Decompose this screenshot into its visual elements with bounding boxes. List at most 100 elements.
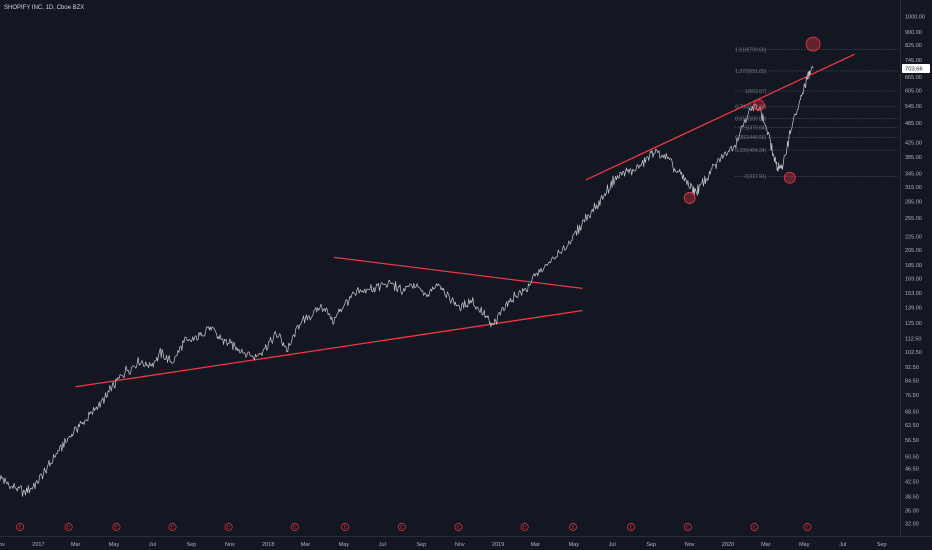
pivot-circle[interactable] [753, 99, 765, 112]
earnings-marker-label: E [806, 525, 809, 530]
time-axis-tick-label: May [109, 542, 120, 548]
pivot-markers[interactable] [683, 36, 821, 204]
price-axis-tick-label: 102.50 [905, 350, 922, 356]
time-axis-tick-label: 2018 [262, 542, 274, 548]
pivot-circle[interactable] [683, 192, 696, 204]
price-axis-tick-label: 425.00 [905, 141, 922, 147]
fib-level-label: 1.272(691.65) [735, 69, 766, 75]
earnings-marker-label: E [19, 525, 22, 530]
price-line [0, 66, 814, 497]
earnings-marker[interactable] [520, 523, 529, 531]
earnings-marker[interactable] [627, 523, 636, 531]
price-axis-tick-label: 485.00 [905, 121, 922, 127]
time-axis-tick-label: 2017 [32, 542, 44, 548]
time-axis-tick-label: May [799, 542, 810, 548]
time-axis-tick-label: Sep [877, 542, 887, 548]
price-axis-tick-label: 38.50 [905, 494, 919, 500]
price-axis-tick-label: 825.00 [905, 43, 922, 49]
price-axis-tick-label: 76.50 [905, 393, 919, 399]
time-axis-tick-label: Jul [379, 542, 386, 548]
earnings-marker[interactable] [803, 523, 812, 531]
price-axis-tick-label: 46.50 [905, 466, 919, 472]
earnings-marker-label: E [630, 525, 633, 530]
earnings-marker[interactable] [290, 523, 299, 531]
price-axis-tick-label: 42.50 [905, 480, 919, 486]
earnings-marker-label: E [67, 525, 70, 530]
price-axis-tick-label: 139.00 [905, 305, 922, 311]
price-axis-tick-label: 1000.00 [905, 15, 925, 21]
earnings-marker[interactable] [64, 523, 73, 531]
price-axis-tick-label: 225.00 [905, 234, 922, 240]
price-series [0, 66, 814, 497]
earnings-marker-label: E [227, 525, 230, 530]
time-axis-tick-label: Jul [839, 542, 846, 548]
time-axis-tick-label: 2019 [492, 542, 504, 548]
time-axis-tick-label: May [569, 542, 580, 548]
earnings-marker[interactable] [750, 523, 759, 531]
earnings-marker-label: E [171, 525, 174, 530]
fib-level-label: 0.236(404.34) [735, 148, 766, 154]
time-axis-tick-label: Mar [71, 542, 81, 548]
current-price-label: 703.66 [905, 66, 923, 72]
price-axis-tick-label: 315.00 [905, 185, 922, 191]
time-axis-tick-label: Jul [149, 542, 156, 548]
time-axis-tick-label: Mar [301, 542, 311, 548]
fib-level-label: 0.382(440.56) [735, 135, 766, 141]
time-axis-tick-label: Sep [416, 542, 426, 548]
time-axis-tick-label: Mar [761, 542, 771, 548]
fib-level-label: 0.5(470.64) [741, 125, 767, 131]
price-axis-tick-label: 205.00 [905, 248, 922, 254]
price-axis-tick-label: 665.00 [905, 75, 922, 81]
price-axis-tick-label: 56.50 [905, 438, 919, 444]
earnings-marker[interactable] [397, 523, 406, 531]
earnings-marker-label: E [400, 525, 403, 530]
earnings-marker[interactable] [224, 523, 233, 531]
time-axis-tick-label: Nov [685, 542, 695, 548]
trendline-triangle-upper[interactable] [333, 256, 583, 290]
time-axis-tick-label: Nov [225, 542, 235, 548]
trendline-channel-upper[interactable] [585, 53, 855, 181]
earnings-marker[interactable] [341, 523, 350, 531]
price-axis-tick-label: 169.00 [905, 276, 922, 282]
price-axis-tick-label: 185.00 [905, 263, 922, 269]
earnings-marker-label: E [293, 525, 296, 530]
time-axis-tick-label: Sep [646, 542, 656, 548]
time-axis-tick-label: Mar [531, 542, 541, 548]
fib-level-label: 1.618(799.66) [735, 47, 766, 53]
pivot-circle[interactable] [783, 171, 796, 184]
fib-level-label: 1(603.67) [745, 89, 767, 95]
earnings-marker-label: E [753, 525, 756, 530]
price-axis-tick-label: 605.00 [905, 89, 922, 95]
price-axis[interactable]: 1000.00 900.00 825.00 745.00 665.00 605.00 545… [900, 0, 931, 536]
time-axis-tick-label: May [339, 542, 350, 548]
price-axis-tick-label: 112.50 [905, 336, 921, 342]
earnings-marker[interactable] [683, 523, 692, 531]
earnings-marker-label: E [572, 525, 575, 530]
trendlines[interactable] [75, 53, 855, 388]
time-axis[interactable]: Nov 2017 Mar May Jul Sep Nov 2018 Mar May Jul Sep No… [0, 536, 932, 549]
earnings-marker-label: E [115, 525, 118, 530]
price-axis-tick-label: 125.00 [905, 321, 922, 327]
price-axis-tick-label: 68.50 [905, 409, 919, 415]
trendline-triangle-lower-support[interactable] [75, 309, 583, 388]
earnings-marker[interactable] [16, 523, 25, 531]
earnings-marker[interactable] [454, 523, 463, 531]
price-axis-tick-label: 62.50 [905, 423, 919, 429]
earnings-marker-label: E [344, 525, 347, 530]
earnings-marker[interactable] [112, 523, 121, 531]
earnings-marker-label: E [523, 525, 526, 530]
price-axis-tick-label: 345.00 [905, 171, 922, 177]
earnings-marker[interactable] [569, 523, 578, 531]
pivot-circle[interactable] [805, 36, 821, 52]
time-axis-tick-label: Jul [609, 542, 616, 548]
price-axis-tick-label: 255.00 [905, 216, 922, 222]
fib-level-label: 0.618(500.53) [735, 116, 766, 122]
current-price-badge [902, 63, 930, 73]
earnings-marker[interactable] [168, 523, 177, 531]
earnings-marker-label: E [457, 525, 460, 530]
price-axis-tick-label: 84.50 [905, 379, 919, 385]
